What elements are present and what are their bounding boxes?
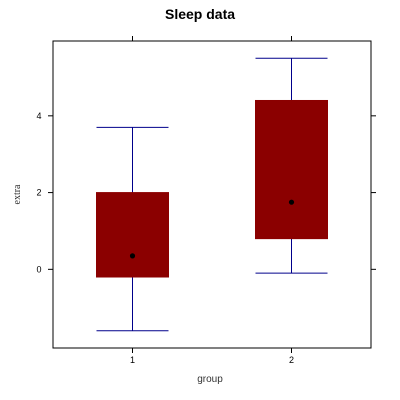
plot-frame [52,40,372,349]
y-axis: 0 2 4 [36,111,376,274]
box-group-1 [96,126,169,332]
x-axis-label: group [197,374,223,385]
y-tick-label: 4 [36,111,41,121]
box-body [96,192,169,278]
x-tick-label: 1 [130,355,135,365]
box-group-2 [255,57,328,274]
x-tick-label: 2 [289,355,294,365]
y-tick-label: 0 [36,264,41,274]
median-dot [288,199,295,205]
y-tick-label: 2 [36,188,41,198]
chart-title: Sleep data [165,6,235,22]
box-body [255,99,328,240]
y-axis-label: extra [12,184,23,205]
median-dot [129,253,136,259]
plot-marks [96,57,328,332]
